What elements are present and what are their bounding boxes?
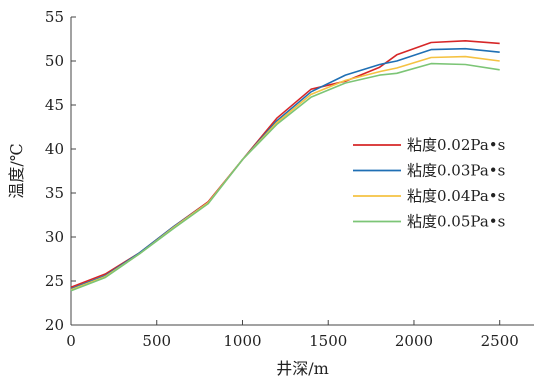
x-tick-label: 1000 [223, 332, 261, 350]
y-tick-label: 45 [45, 96, 64, 114]
x-tick-label: 1500 [309, 332, 347, 350]
y-tick-label: 25 [45, 272, 64, 290]
y-tick-label: 30 [45, 228, 64, 246]
legend: 粘度0.02Pa•s 粘度0.03Pa•s 粘度0.04Pa•s 粘度0.05Pa•s [353, 136, 505, 231]
y-tick-label: 55 [45, 8, 64, 26]
y-tick-label: 20 [45, 316, 64, 334]
y-axis-title: 温度/℃ [7, 143, 26, 198]
x-tick-label: 0 [66, 332, 76, 350]
series-line-4 [70, 62, 500, 292]
legend-label: 粘度0.03Pa•s [407, 162, 505, 180]
x-tick-label: 2000 [395, 332, 433, 350]
x-axis-title: 井深/m [276, 359, 329, 378]
x-tick-label: 500 [142, 332, 171, 350]
legend-label: 粘度0.04Pa•s [407, 187, 505, 205]
y-tick-label: 40 [45, 140, 64, 158]
x-tick-label: 2500 [481, 332, 519, 350]
series-lines [70, 39, 500, 292]
axes: 0 500 1000 1500 2000 2500 20 25 30 35 40 45 50 55 [45, 8, 534, 350]
y-tick-label: 50 [45, 52, 64, 70]
legend-label: 粘度0.02Pa•s [407, 136, 505, 154]
legend-label: 粘度0.05Pa•s [407, 213, 505, 231]
y-tick-label: 35 [45, 184, 64, 202]
